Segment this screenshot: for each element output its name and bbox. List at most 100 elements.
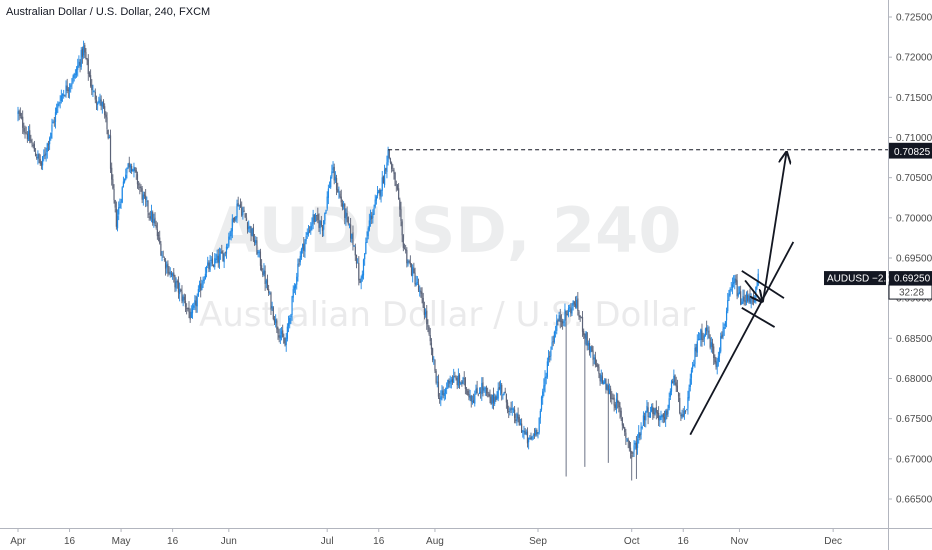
candle-body (569, 307, 571, 309)
candle-body (672, 381, 674, 384)
candle-body (129, 165, 132, 168)
candle-body (492, 394, 495, 403)
candle-body (440, 396, 442, 400)
candle-body (735, 279, 737, 282)
candle-body (539, 410, 541, 419)
candle-body (423, 307, 426, 315)
candle-body (293, 286, 296, 290)
candle-body (355, 254, 358, 264)
candle-body (294, 285, 297, 288)
trendlines[interactable] (689, 154, 795, 436)
candle-body (662, 413, 664, 418)
candle-body (183, 296, 185, 301)
candle-body (588, 343, 591, 353)
candle-body (695, 346, 697, 352)
candle-body (152, 211, 154, 223)
candle-body (263, 269, 265, 274)
candle-body (394, 172, 396, 186)
candle-body (344, 204, 346, 218)
candle-body (595, 364, 598, 366)
candle-body (306, 232, 308, 235)
candle-body (444, 389, 447, 394)
candle-body (360, 277, 362, 283)
candle-body (369, 215, 372, 220)
candle-body (621, 417, 623, 426)
candle-body (634, 442, 636, 445)
candle-body (715, 360, 717, 367)
price-axis-tick-label: 0.66500 (896, 495, 932, 506)
candle-body (478, 392, 481, 394)
candle-body (460, 382, 462, 385)
candle-body (128, 162, 130, 168)
candle-body (682, 414, 684, 417)
candle-body (666, 410, 668, 416)
candle-body (278, 335, 280, 338)
flag-lower-line[interactable] (741, 307, 776, 328)
candle-body (727, 300, 729, 312)
candle-body (542, 391, 544, 399)
candle-body (195, 300, 197, 306)
price-axis-tick-label: 0.72500 (896, 13, 932, 24)
candle-body (88, 72, 91, 77)
candle-body (738, 292, 741, 294)
price-axis[interactable]: 0.72500 0.72000 0.71500 0.71000 0.70500 0.700… (888, 13, 932, 506)
candle-body (615, 398, 618, 410)
candle-body (580, 316, 582, 318)
candle-body (505, 393, 507, 403)
candle-body (361, 274, 363, 279)
projection-arrow-line[interactable] (761, 154, 786, 303)
candle-body (204, 273, 206, 280)
candle-body (451, 379, 454, 383)
candle-body (215, 258, 217, 260)
candle-body (636, 438, 639, 448)
candle-body (186, 308, 188, 309)
time-axis-tick-label: 16 (678, 536, 690, 547)
candle-body (704, 328, 707, 336)
candle-body (230, 230, 232, 237)
candle-body (148, 213, 150, 215)
flag-inner-arrow-line[interactable] (744, 279, 761, 300)
price-axis-tick-label: 0.68000 (896, 374, 932, 385)
candle-body (71, 83, 73, 86)
candle-body (197, 289, 199, 296)
candle-body (133, 166, 135, 171)
candle-body (262, 271, 264, 275)
candle-body (312, 214, 314, 224)
candle-body (337, 189, 339, 193)
candle-body (362, 259, 365, 276)
candle-body (408, 260, 410, 263)
candle-body (380, 189, 382, 198)
candle-body (323, 220, 325, 230)
candle-body (357, 262, 359, 264)
candle-body (292, 289, 294, 298)
candle-body (654, 408, 656, 414)
candle-body (54, 112, 57, 122)
candle-body (744, 300, 746, 302)
candle-body (456, 377, 458, 386)
flag-upper-line[interactable] (741, 270, 785, 299)
candle-body (470, 395, 472, 402)
candle-body (326, 196, 328, 209)
candle-body (113, 188, 115, 200)
candle-body (563, 321, 565, 323)
candle-body (181, 291, 183, 301)
candle-body (499, 383, 502, 390)
candle-body (121, 187, 123, 203)
candle-body (562, 321, 564, 324)
candle-body (436, 381, 438, 383)
candle-body (496, 397, 498, 400)
candle-body (450, 379, 452, 382)
uptrend-support-line[interactable] (689, 241, 795, 436)
candle-body (224, 252, 226, 254)
candle-body (79, 62, 81, 66)
candle-body (677, 393, 680, 397)
candle-body (628, 440, 630, 449)
candle-body (550, 350, 552, 357)
candle-body (39, 159, 41, 164)
candle-body (348, 223, 351, 225)
time-axis[interactable]: Apr 16 May 16 Jun Jul 16 Aug Sep Oct 16 Nov Dec (10, 528, 842, 547)
candle-body (586, 332, 588, 346)
candle-body (689, 378, 691, 388)
candle-body (643, 415, 646, 421)
